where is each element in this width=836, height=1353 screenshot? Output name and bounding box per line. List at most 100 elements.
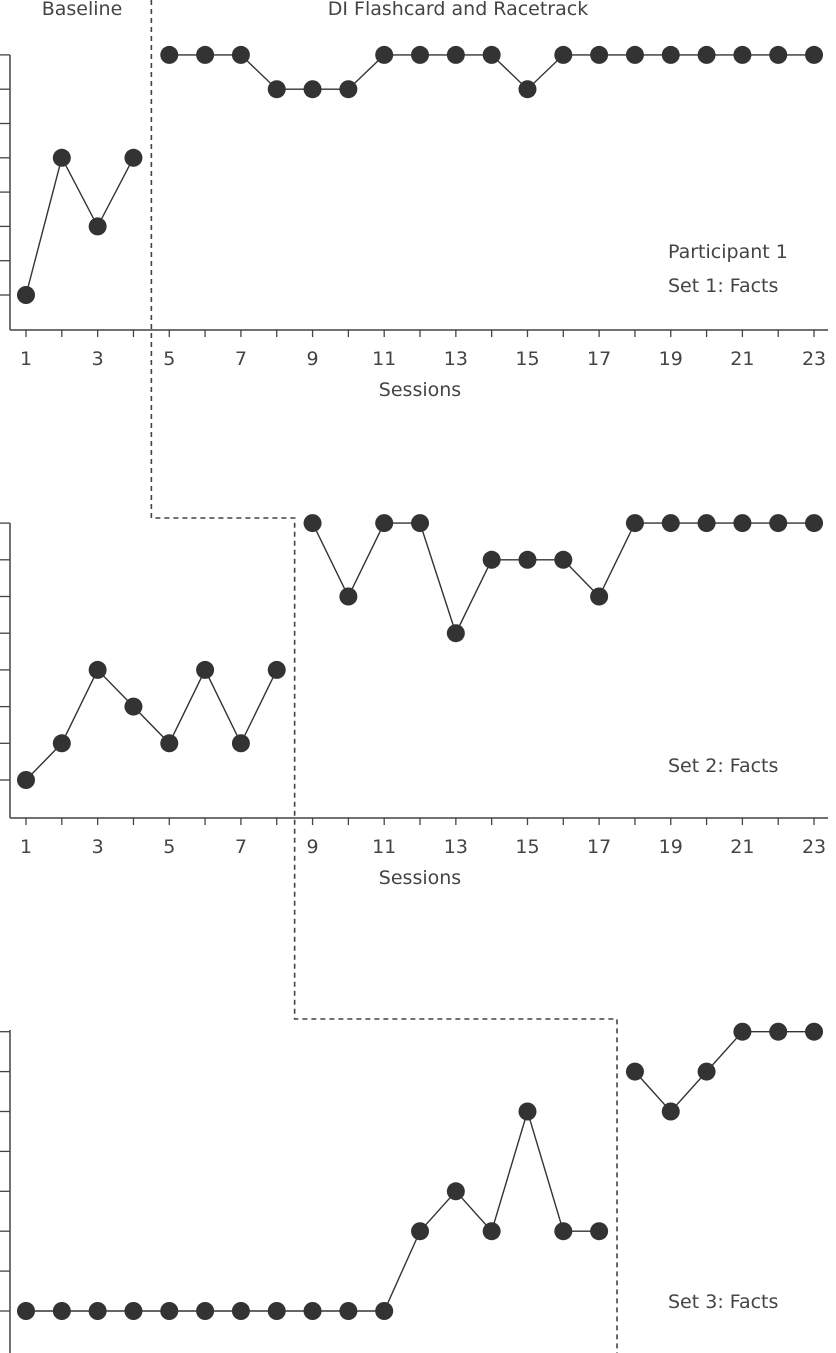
data-point: [482, 1222, 501, 1241]
x-tick-label: 23: [802, 348, 826, 370]
data-point: [303, 80, 322, 99]
data-point: [339, 80, 358, 99]
data-point: [482, 45, 501, 64]
data-point: [88, 217, 107, 236]
x-tick-label: 7: [235, 348, 247, 370]
data-point: [518, 80, 537, 99]
data-point: [590, 45, 609, 64]
data-point: [267, 1302, 286, 1320]
data-point: [805, 514, 824, 533]
x-axis-label: Sessions: [379, 379, 461, 401]
data-point: [124, 148, 143, 167]
data-point: [805, 45, 824, 64]
data-point: [231, 1302, 250, 1320]
data-point: [196, 1302, 215, 1320]
x-tick-label: 9: [307, 836, 319, 858]
data-point: [17, 771, 35, 789]
data-point: [625, 514, 644, 533]
data-point: [697, 514, 716, 533]
x-tick-label: 11: [372, 348, 396, 370]
data-point: [446, 624, 465, 643]
data-point: [733, 514, 752, 533]
series-line: [634, 1030, 815, 1113]
x-tick-label: 13: [444, 348, 468, 370]
data-point: [160, 45, 179, 64]
data-point: [52, 148, 71, 167]
series-line: [25, 668, 278, 781]
data-point: [160, 734, 179, 753]
data-point: [554, 550, 573, 569]
data-point: [661, 514, 680, 533]
x-tick-label: 21: [730, 836, 754, 858]
series-line: [26, 1109, 600, 1312]
x-tick-label: 7: [235, 836, 247, 858]
x-tick-label: 15: [515, 348, 539, 370]
x-tick-label: 11: [372, 836, 396, 858]
phase-change-line: [150, 0, 618, 1353]
x-tick-label: 5: [163, 348, 175, 370]
x-axis-label: Sessions: [379, 867, 461, 889]
data-point: [590, 1222, 609, 1241]
series-line: [25, 155, 135, 296]
data-point: [625, 45, 644, 64]
x-tick-label: 17: [587, 836, 611, 858]
data-point: [411, 1222, 430, 1241]
data-point: [303, 514, 322, 533]
data-point: [661, 1102, 680, 1121]
baseline-phase-label: Baseline: [42, 0, 123, 20]
data-point: [769, 45, 788, 64]
x-tick-label: 3: [92, 836, 104, 858]
data-point: [375, 45, 394, 64]
x-tick-label: 17: [587, 348, 611, 370]
panel-annotation: Set 1: Facts: [668, 275, 778, 297]
data-point: [769, 514, 788, 533]
data-point: [196, 45, 215, 64]
data-point: [52, 734, 71, 753]
data-point: [52, 1302, 71, 1320]
data-point: [482, 550, 501, 569]
data-point: [375, 514, 394, 533]
x-tick-label: 19: [659, 348, 683, 370]
x-tick-label: 1: [20, 348, 32, 370]
data-point: [661, 45, 680, 64]
series-line: [311, 522, 815, 636]
data-point: [231, 734, 250, 753]
data-point: [625, 1062, 644, 1081]
data-point: [733, 1022, 752, 1041]
data-point: [124, 697, 143, 716]
data-point: [805, 1022, 824, 1041]
data-point: [231, 45, 250, 64]
panel-annotation: Participant 1: [668, 241, 788, 263]
data-point: [733, 45, 752, 64]
data-point: [590, 587, 609, 606]
data-point: [518, 550, 537, 569]
data-point: [160, 1302, 179, 1320]
panel-annotation: Set 3: Facts: [668, 1291, 778, 1313]
panel-annotation: Set 2: Facts: [668, 755, 778, 777]
x-tick-label: 3: [92, 348, 104, 370]
data-point: [697, 45, 716, 64]
x-tick-label: 13: [444, 836, 468, 858]
data-point: [17, 1302, 35, 1320]
data-point: [411, 45, 430, 64]
data-point: [769, 1022, 788, 1041]
data-point: [446, 45, 465, 64]
x-tick-label: 1: [20, 836, 32, 858]
data-point: [375, 1302, 394, 1320]
data-point: [303, 1302, 322, 1320]
x-tick-label: 15: [515, 836, 539, 858]
data-point: [267, 80, 286, 99]
x-tick-label: 5: [163, 836, 175, 858]
data-point: [267, 660, 286, 679]
panel-bottom: Set 3: Facts: [0, 1022, 824, 1353]
data-point: [446, 1182, 465, 1201]
x-tick-label: 21: [730, 348, 754, 370]
x-tick-label: 9: [307, 348, 319, 370]
data-point: [124, 1302, 143, 1320]
data-point: [554, 45, 573, 64]
x-tick-label: 19: [659, 836, 683, 858]
data-point: [697, 1062, 716, 1081]
